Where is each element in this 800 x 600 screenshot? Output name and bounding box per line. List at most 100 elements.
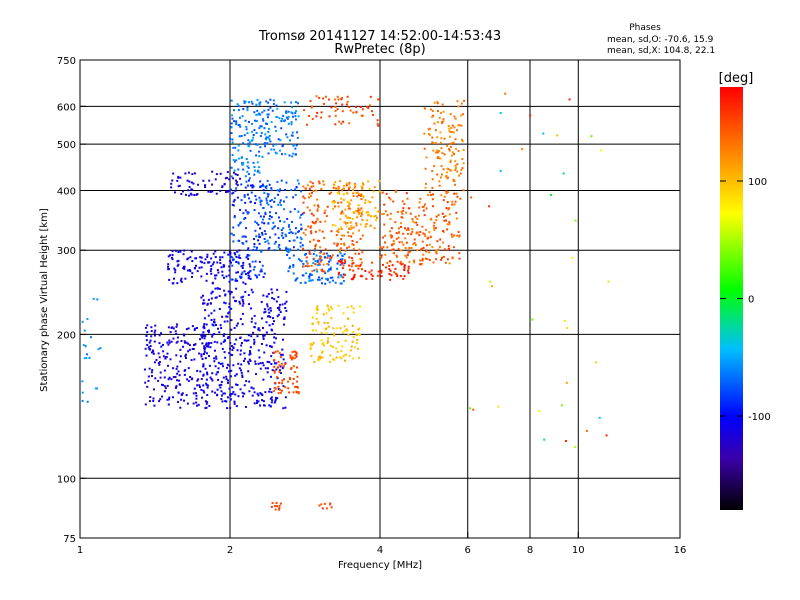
data-point [446, 177, 449, 180]
data-point [210, 267, 213, 270]
data-point [358, 209, 361, 212]
data-point [401, 216, 404, 219]
data-point [432, 261, 435, 264]
data-point [152, 388, 155, 391]
data-point [291, 131, 294, 134]
data-point [218, 307, 221, 310]
data-point [352, 335, 355, 338]
data-point [275, 143, 278, 146]
data-point [565, 440, 568, 443]
data-point [286, 117, 289, 120]
data-point [231, 153, 234, 156]
data-point [327, 263, 330, 266]
data-point [230, 345, 233, 348]
data-point [399, 225, 402, 228]
data-point [281, 338, 284, 341]
data-point [274, 505, 277, 508]
data-point [451, 203, 454, 206]
data-point [268, 361, 271, 364]
data-point [201, 396, 204, 399]
data-point [316, 111, 319, 114]
data-point [270, 391, 273, 394]
data-point [357, 207, 360, 210]
data-point [345, 328, 348, 331]
data-point [217, 378, 220, 381]
data-point [217, 367, 220, 370]
data-point [407, 207, 410, 210]
data-point [244, 201, 247, 204]
data-point [458, 252, 461, 255]
data-point [151, 369, 154, 372]
data-point [200, 296, 203, 299]
data-point [408, 250, 411, 253]
data-point [273, 358, 276, 361]
data-point [328, 192, 331, 195]
data-point [274, 400, 277, 403]
data-point [311, 105, 314, 108]
data-point [236, 174, 239, 177]
data-point [178, 383, 181, 386]
data-point [488, 280, 491, 283]
data-point [362, 196, 365, 199]
stats-o-mode: mean, sd,O: -70.6, 15.9 [607, 35, 714, 45]
data-point [345, 216, 348, 219]
data-point [171, 179, 174, 182]
data-point [266, 192, 269, 195]
data-point [339, 180, 342, 183]
data-point [349, 349, 352, 352]
data-point [196, 192, 199, 195]
data-point [454, 168, 457, 171]
data-point [247, 271, 250, 274]
data-point [285, 247, 288, 250]
data-point [178, 184, 181, 187]
data-point [273, 390, 276, 393]
data-point [434, 151, 437, 154]
data-point [263, 272, 266, 275]
data-point [340, 357, 343, 360]
data-point [340, 201, 343, 204]
data-point [240, 134, 243, 137]
data-point [209, 190, 212, 193]
data-point [208, 179, 211, 182]
data-point [408, 260, 411, 263]
data-point [376, 210, 379, 213]
data-point [452, 246, 455, 249]
data-point [237, 256, 240, 259]
data-point [349, 227, 352, 230]
data-point [258, 166, 261, 169]
data-point [343, 198, 346, 201]
data-point [324, 248, 327, 251]
data-point [403, 269, 406, 272]
data-point [244, 290, 247, 293]
data-point [220, 383, 223, 386]
data-point [205, 382, 208, 385]
data-point [439, 176, 442, 179]
data-point [397, 248, 400, 251]
data-point [249, 307, 252, 310]
data-point [220, 342, 223, 345]
data-point [324, 328, 327, 331]
data-point [370, 269, 373, 272]
data-point [456, 163, 459, 166]
data-point [404, 254, 407, 257]
data-point [337, 201, 340, 204]
data-point [278, 243, 281, 246]
data-point [223, 320, 226, 323]
data-point [237, 124, 240, 127]
data-point [382, 236, 385, 239]
data-point [341, 345, 344, 348]
data-point [330, 106, 333, 109]
data-point [346, 100, 349, 103]
chart-title: Tromsø 20141127 14:52:00-14:53:43 [258, 29, 501, 44]
data-point [211, 379, 214, 382]
data-point [460, 102, 463, 105]
data-point [190, 378, 193, 381]
data-point [397, 227, 400, 230]
data-point [193, 358, 196, 361]
data-point [351, 189, 354, 192]
data-point [283, 101, 286, 104]
data-point [308, 277, 311, 280]
data-point [241, 323, 244, 326]
data-point [368, 271, 371, 274]
data-point [392, 200, 395, 203]
